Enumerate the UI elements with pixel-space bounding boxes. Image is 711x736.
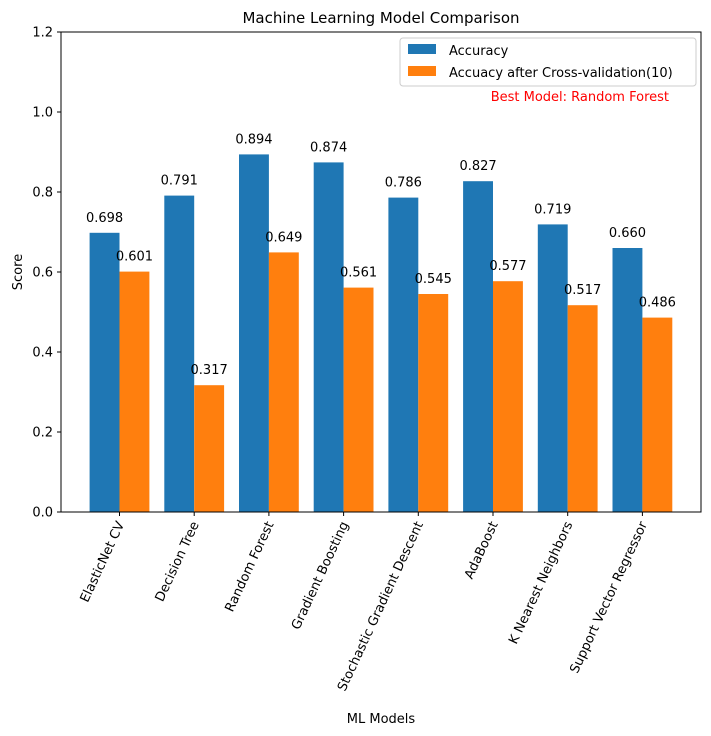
bar-value-label: 0.317 [191, 363, 228, 378]
y-tick-label: 0.6 [32, 266, 53, 281]
bar-cross-validation [493, 281, 523, 512]
bar-accuracy [89, 232, 120, 513]
bar-cross-validation [567, 305, 598, 512]
y-tick-label: 0.0 [32, 506, 53, 521]
y-axis-label: Score [11, 254, 26, 290]
legend-box [399, 37, 697, 87]
best-model-annotation: Best Model: Random Forest [491, 90, 669, 105]
bar-cross-validation [642, 317, 673, 512]
bar-value-label: 0.698 [86, 211, 123, 226]
legend-swatch-accuracy [408, 44, 436, 54]
y-tick-label: 0.8 [32, 186, 53, 201]
bar-accuracy [463, 181, 493, 512]
bar-value-label: 0.827 [459, 159, 496, 174]
y-tick-label: 0.4 [32, 346, 53, 361]
bar-value-label: 0.874 [310, 140, 347, 155]
legend-label-accuracy: Accuracy [449, 44, 509, 59]
bar-accuracy [388, 197, 419, 512]
bar-cross-validation [343, 287, 374, 512]
bar-value-label: 0.601 [116, 250, 153, 265]
bar-accuracy [612, 248, 643, 512]
y-tick-label: 1.2 [32, 26, 53, 41]
bar-labels: 0.698 0.791 0.894 0.874 0.786 0.827 0.719 0.660… [86, 132, 676, 378]
x-tick-label: ElasticNet CV [78, 519, 129, 605]
chart-title: Machine Learning Model Comparison [242, 9, 519, 27]
bar-cross-validation [119, 271, 150, 512]
x-axis: ElasticNet CV Decision Tree Random Forest G… [78, 512, 651, 694]
bar-value-label: 0.791 [161, 174, 198, 189]
bar-value-label: 0.894 [235, 132, 272, 147]
bar-value-label: 0.486 [639, 296, 676, 311]
legend: Accuracy Accuacy after Cross-validation(… [399, 37, 697, 87]
legend-label-cross-validation: Accuacy after Cross-validation(10) [449, 66, 673, 81]
x-tick-label: Random Forest [223, 519, 278, 614]
bar-value-label: 0.660 [609, 226, 646, 241]
bar-value-label: 0.517 [564, 283, 601, 298]
bar-value-label: 0.561 [340, 266, 377, 281]
bar-cross-validation [268, 252, 299, 512]
bar-accuracy [239, 154, 269, 512]
x-axis-label: ML Models [347, 712, 416, 727]
bar-cross-validation [418, 294, 449, 512]
legend-swatch-cross-validation [408, 66, 436, 76]
bar-cross-validation [194, 385, 225, 512]
x-tick-label: Stochastic Gradient Descent [335, 519, 427, 693]
x-tick-label: AdaBoost [462, 519, 502, 581]
bars [89, 154, 673, 513]
bar-accuracy [537, 224, 568, 512]
bar-value-label: 0.577 [489, 259, 526, 274]
y-axis: 0.0 0.2 0.4 0.6 0.8 1.0 1.2 [32, 26, 61, 521]
y-tick-label: 0.2 [32, 426, 53, 441]
bar-value-label: 0.786 [385, 176, 422, 191]
x-tick-label: Gradient Boosting [289, 519, 352, 632]
x-tick-label: Decision Tree [153, 519, 203, 604]
bar-accuracy [164, 195, 195, 512]
bar-accuracy [313, 162, 344, 512]
x-tick-label: K Nearest Neighbors [506, 519, 576, 647]
bar-value-label: 0.649 [265, 230, 302, 245]
bar-value-label: 0.719 [534, 202, 571, 217]
x-tick-label: Support Vector Regressor [567, 519, 651, 676]
bar-value-label: 0.545 [415, 272, 452, 287]
y-tick-label: 1.0 [32, 106, 53, 121]
